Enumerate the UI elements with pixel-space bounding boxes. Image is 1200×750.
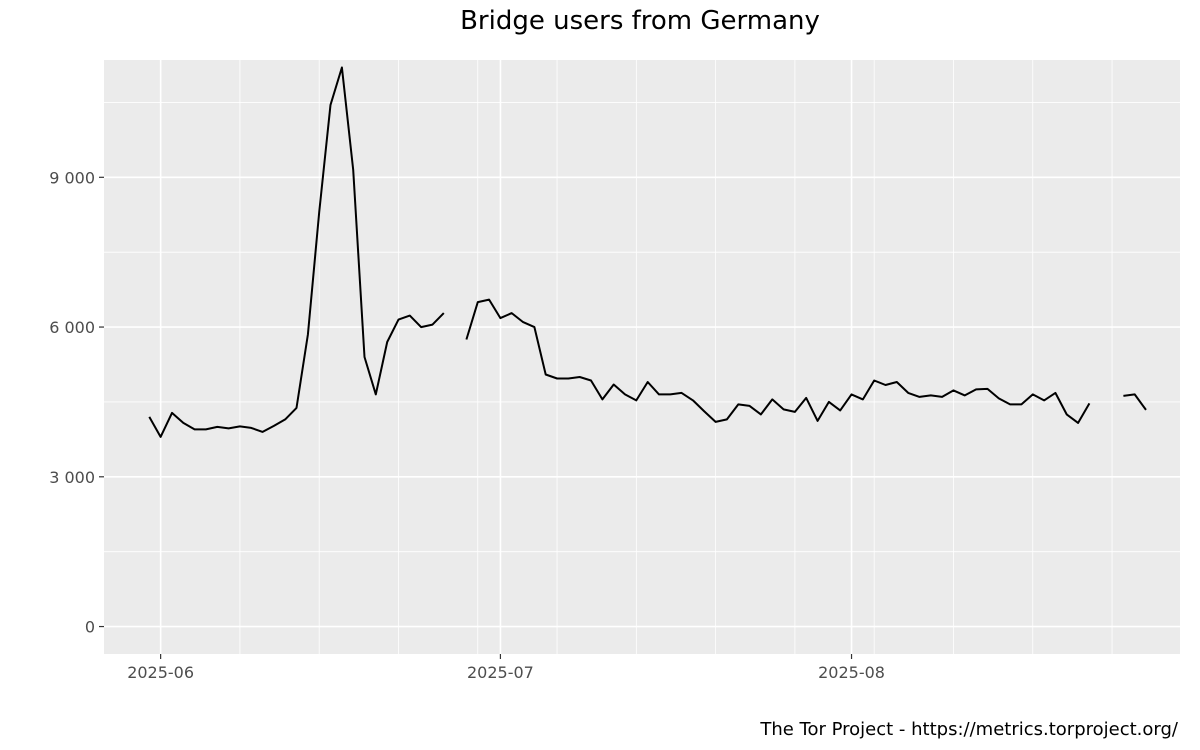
plot-background — [104, 60, 1180, 654]
series-line-segment — [465, 298, 1091, 424]
x-tick-label: 2025-08 — [818, 663, 885, 682]
chart-title: Bridge users from Germany — [460, 6, 820, 36]
grid-major — [104, 60, 1180, 654]
y-tick-label: 0 — [85, 618, 95, 637]
series-line-segment — [148, 66, 445, 438]
axis-labels: 0 3 000 6 000 9 000 2025-06 2025-07 2025-08 — [49, 168, 885, 682]
y-tick-label: 6 000 — [49, 318, 95, 337]
y-tick-label: 9 000 — [49, 168, 95, 187]
grid-minor — [104, 60, 1180, 654]
x-tick-label: 2025-07 — [467, 663, 534, 682]
series-layer — [148, 66, 1147, 438]
x-tick-label: 2025-06 — [127, 663, 194, 682]
chart-caption: The Tor Project - https://metrics.torpro… — [760, 719, 1178, 740]
axis-ticks — [99, 176, 853, 659]
y-tick-label: 3 000 — [49, 468, 95, 487]
series-line-segment — [1123, 393, 1147, 411]
